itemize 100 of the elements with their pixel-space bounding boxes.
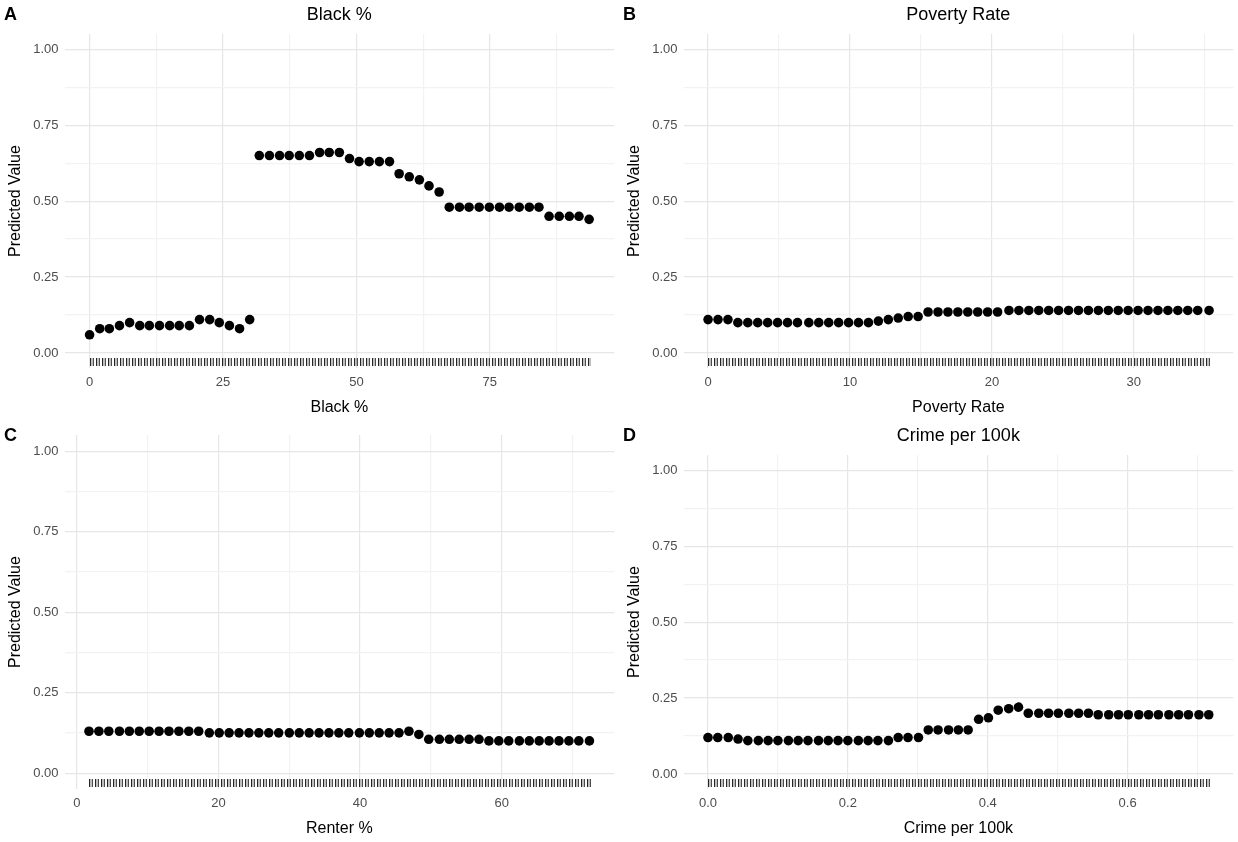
y-tick-label: 0.50 xyxy=(652,192,678,208)
x-axis-title: Poverty Rate xyxy=(912,397,1005,415)
point xyxy=(753,735,764,746)
text: C xyxy=(4,424,17,445)
x-tick-label: 0 xyxy=(85,373,94,389)
point xyxy=(524,202,535,212)
y-tick-label: 0.00 xyxy=(33,344,59,360)
point xyxy=(564,211,575,222)
point xyxy=(534,202,544,212)
point xyxy=(264,150,275,161)
point xyxy=(224,320,235,331)
point xyxy=(273,728,284,738)
y-tick-label: 0.25 xyxy=(33,268,59,284)
point xyxy=(893,313,904,323)
y-tick-label: 1.00 xyxy=(33,442,59,458)
point xyxy=(344,153,355,164)
point xyxy=(374,728,384,738)
point xyxy=(334,728,344,738)
point xyxy=(144,320,155,331)
point xyxy=(234,323,245,334)
point xyxy=(992,307,1003,317)
point xyxy=(1003,703,1014,714)
point xyxy=(174,726,184,737)
point xyxy=(124,317,135,328)
point xyxy=(434,187,444,197)
point xyxy=(853,317,864,328)
point xyxy=(554,736,564,746)
point xyxy=(1053,305,1064,316)
y-tick-label: 0.25 xyxy=(652,268,678,284)
x-tick-label: 20 xyxy=(984,373,1000,389)
point xyxy=(893,732,904,743)
y-tick-label: 0.00 xyxy=(652,765,678,781)
point xyxy=(873,735,883,746)
point xyxy=(703,314,713,325)
point xyxy=(733,734,743,744)
point xyxy=(184,320,195,331)
point xyxy=(414,729,424,740)
x-tick-label: 0.0 xyxy=(698,794,718,810)
point xyxy=(324,147,335,158)
y-tick-label: 0.25 xyxy=(33,684,59,700)
point xyxy=(94,726,104,737)
point xyxy=(324,728,334,738)
point xyxy=(1113,305,1124,316)
point xyxy=(793,735,803,746)
point xyxy=(853,735,864,746)
point xyxy=(214,728,225,738)
point xyxy=(434,734,445,745)
point xyxy=(114,320,125,331)
point xyxy=(304,150,315,161)
point xyxy=(204,314,215,325)
point xyxy=(792,317,803,328)
point xyxy=(903,732,913,743)
point xyxy=(544,736,554,746)
point xyxy=(813,735,824,746)
point xyxy=(414,175,425,185)
point xyxy=(404,726,414,737)
text: D xyxy=(623,424,636,445)
point xyxy=(813,317,824,328)
point xyxy=(234,728,244,738)
point xyxy=(833,735,843,746)
y-tick-label: 0.50 xyxy=(33,603,59,619)
point xyxy=(723,732,734,743)
x-tick-label: 0.2 xyxy=(838,794,857,810)
y-tick-label: 0.50 xyxy=(652,613,678,629)
point xyxy=(84,329,95,340)
point xyxy=(454,734,464,745)
point xyxy=(823,735,834,746)
point xyxy=(454,202,465,212)
point xyxy=(783,735,794,746)
point xyxy=(903,311,913,322)
y-axis-title: Predicted Value xyxy=(625,145,643,257)
point xyxy=(953,307,963,317)
point xyxy=(194,314,205,325)
point xyxy=(254,150,265,161)
point xyxy=(1073,708,1084,719)
point xyxy=(144,726,154,737)
point xyxy=(983,713,994,723)
point xyxy=(514,202,524,212)
point xyxy=(574,736,584,746)
point xyxy=(913,311,923,322)
point xyxy=(1093,305,1104,316)
point xyxy=(384,728,394,738)
point xyxy=(584,736,595,746)
point xyxy=(94,323,105,334)
point xyxy=(294,728,305,738)
point xyxy=(474,202,484,212)
point xyxy=(104,726,114,737)
point xyxy=(374,156,385,167)
point xyxy=(244,728,254,738)
point xyxy=(564,736,574,746)
point xyxy=(584,214,594,225)
point xyxy=(883,735,894,746)
point xyxy=(304,728,314,738)
point xyxy=(1063,305,1074,316)
point xyxy=(424,181,434,191)
point xyxy=(314,147,325,158)
point xyxy=(1194,709,1204,720)
point xyxy=(1033,305,1044,316)
point xyxy=(464,202,474,212)
point xyxy=(343,728,354,738)
